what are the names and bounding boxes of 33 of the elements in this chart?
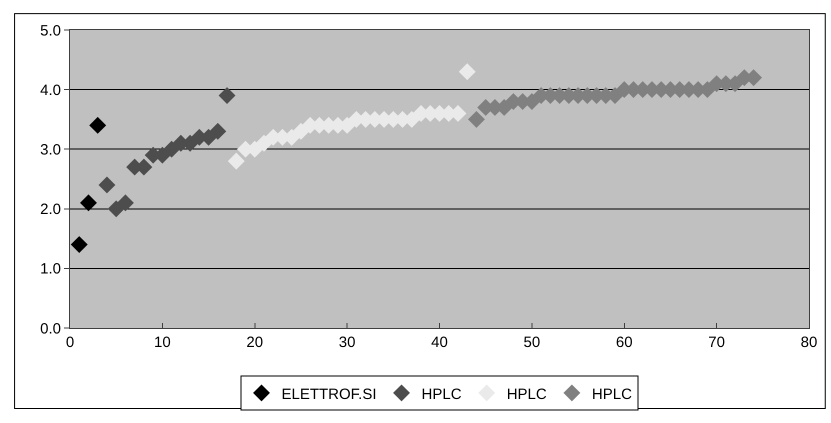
point: [89, 116, 106, 134]
point: [256, 134, 272, 152]
point: [163, 140, 180, 158]
x-tick-label: 0: [66, 334, 74, 351]
x-tick-label: 40: [431, 334, 448, 351]
x-tick-label: 50: [524, 334, 540, 351]
legend-label: HPLC: [422, 386, 462, 403]
y-tick-label: 4.0: [40, 82, 61, 99]
y-tick-label: 3.0: [40, 141, 61, 158]
y-tick-label: 5.0: [40, 22, 61, 40]
x-tick-label: 20: [246, 334, 264, 351]
point: [209, 122, 226, 140]
point: [218, 87, 236, 104]
x-tick-label: 70: [708, 334, 725, 351]
legend-label: ELETTROF.SI: [282, 386, 377, 403]
point: [70, 236, 88, 254]
y-tick-label: 2.0: [40, 201, 61, 218]
point: [228, 152, 245, 170]
point: [468, 110, 485, 128]
x-tick-label: 60: [616, 334, 633, 351]
x-tick-label: 30: [338, 334, 356, 351]
point: [458, 63, 476, 80]
point: [292, 122, 310, 140]
legend-label: HPLC: [506, 386, 547, 403]
x-tick-label: 80: [800, 334, 818, 351]
y-tick-label: 0.0: [40, 320, 61, 338]
point: [98, 176, 116, 194]
legend-label: HPLC: [592, 386, 632, 403]
y-tick-label: 1.0: [40, 260, 61, 278]
point: [116, 194, 134, 212]
point: [108, 200, 125, 218]
x-tick-label: 10: [154, 334, 171, 351]
point: [80, 194, 97, 212]
